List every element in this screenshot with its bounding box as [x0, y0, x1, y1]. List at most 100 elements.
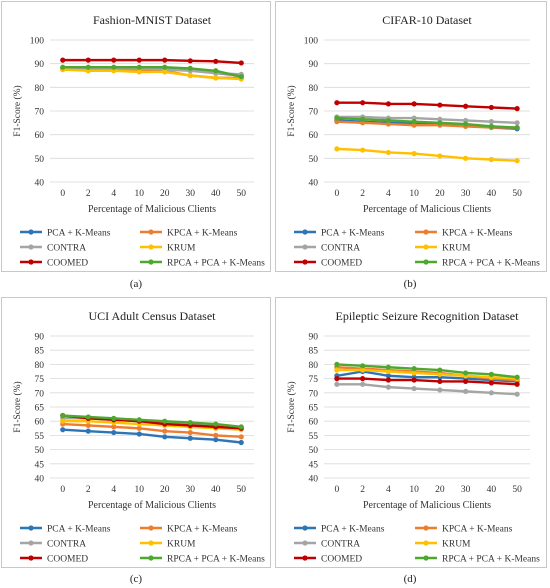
legend-marker-rpca-pca-k-means [423, 259, 429, 265]
legend-label-pca-k-means: PCA + K-Means [321, 525, 385, 535]
data-point-coomed [463, 378, 469, 385]
data-point-pca-k-means [187, 435, 193, 441]
y-tick-label: 60 [309, 131, 319, 141]
data-point-rpca-pca-k-means [437, 367, 443, 373]
y-tick-label: 80 [35, 84, 45, 94]
data-point-rpca-pca-k-means [514, 124, 520, 131]
legend-label-contra: CONTRA [321, 540, 360, 550]
x-tick-label: 0 [335, 189, 340, 199]
legend-marker-krum [423, 540, 429, 546]
series-line-rpca-pca-k-means [335, 116, 519, 129]
y-tick-label: 70 [309, 389, 319, 399]
data-point-pca-k-means [136, 431, 142, 437]
data-point-coomed [85, 57, 91, 63]
legend-marker-contra [302, 540, 308, 546]
data-point-rpca-pca-k-means [213, 421, 219, 427]
caption-c: (c) [129, 573, 143, 585]
y-tick-label: 40 [309, 475, 319, 485]
series-line-contra [335, 115, 519, 125]
legend-label-krum: KRUM [167, 244, 196, 254]
chart-title: Fashion-MNIST Dataset [93, 13, 212, 27]
x-tick-label: 20 [160, 485, 170, 495]
y-tick-label: 40 [35, 475, 45, 485]
data-point-pca-k-means [238, 439, 244, 446]
data-point-rpca-pca-k-means [85, 414, 91, 420]
data-point-contra [488, 390, 494, 396]
series-line-pca-k-means [335, 370, 519, 383]
y-tick-label: 60 [309, 418, 319, 428]
data-point-rpca-pca-k-means [463, 121, 469, 127]
data-point-coomed [437, 378, 443, 385]
series-line-coomed [335, 377, 519, 386]
y-tick-label: 50 [35, 155, 45, 165]
data-point-krum [385, 368, 391, 375]
legend-marker-krum [423, 244, 429, 250]
data-point-rpca-pca-k-means [238, 424, 244, 430]
legend-label-coomed: COOMED [321, 555, 362, 565]
x-tick-label: 30 [186, 485, 196, 495]
legend-label-rpca-pca-k-means: RPCA + PCA + K-Means [167, 259, 265, 269]
y-tick-label: 60 [35, 418, 45, 428]
legend-marker-krum [148, 244, 154, 250]
x-tick-label: 30 [461, 485, 471, 495]
legend-marker-kpca-k-means [423, 229, 429, 235]
y-tick-label: 70 [35, 389, 45, 399]
legend-marker-rpca-pca-k-means [148, 555, 154, 561]
data-point-rpca-pca-k-means [514, 374, 520, 380]
series-line-coomed [61, 58, 243, 65]
y-tick-label: 65 [35, 404, 45, 414]
data-point-krum [60, 418, 66, 424]
data-point-rpca-pca-k-means [187, 420, 193, 426]
x-tick-label: 10 [409, 485, 419, 495]
data-point-krum [162, 69, 168, 75]
data-point-rpca-pca-k-means [60, 412, 66, 419]
y-tick-label: 80 [35, 361, 45, 371]
legend-label-kpca-k-means: KPCA + K-Means [167, 525, 238, 535]
data-point-krum [463, 155, 469, 161]
data-point-rpca-pca-k-means [334, 115, 340, 121]
chart-svg-d: Epileptic Seizure Recognition Dataset404… [286, 309, 540, 565]
x-tick-label: 40 [211, 189, 221, 199]
legend-label-kpca-k-means: KPCA + K-Means [167, 229, 238, 239]
legend-label-krum: KRUM [442, 244, 471, 254]
data-point-rpca-pca-k-means [488, 371, 494, 377]
data-point-coomed [213, 58, 219, 64]
data-point-rpca-pca-k-means [238, 74, 244, 80]
data-point-krum [385, 149, 391, 156]
data-point-coomed [187, 58, 193, 64]
data-point-coomed [514, 381, 520, 387]
data-point-coomed [334, 376, 340, 382]
series-line-krum [335, 147, 519, 162]
x-tick-label: 2 [360, 485, 365, 495]
legend-marker-kpca-k-means [423, 525, 429, 531]
data-point-coomed [238, 60, 244, 66]
data-point-pca-k-means [111, 429, 117, 436]
y-tick-label: 60 [35, 131, 45, 141]
data-point-krum [213, 75, 219, 81]
series-line-rpca-pca-k-means [61, 414, 243, 429]
data-point-coomed [334, 100, 340, 106]
x-tick-label: 50 [512, 485, 522, 495]
data-point-coomed [385, 377, 391, 383]
x-tick-label: 2 [86, 485, 91, 495]
y-tick-label: 100 [304, 37, 319, 47]
y-tick-label: 80 [309, 361, 319, 371]
data-point-krum [411, 370, 417, 376]
data-point-krum [187, 72, 193, 79]
data-point-coomed [463, 103, 469, 109]
legend-marker-kpca-k-means [148, 525, 154, 531]
y-tick-label: 40 [309, 179, 319, 189]
data-point-kpca-k-means [187, 429, 193, 436]
x-axis-label: Percentage of Malicious Clients [88, 204, 216, 215]
legend-label-pca-k-means: PCA + K-Means [47, 525, 111, 535]
legend-marker-contra [28, 540, 34, 546]
legend-label-coomed: COOMED [47, 555, 88, 565]
series-line-contra [335, 383, 519, 396]
legend-marker-coomed [302, 259, 308, 265]
y-tick-label: 65 [309, 404, 319, 414]
legend-marker-pca-k-means [302, 229, 308, 235]
y-axis-label: F1-Score (%) [286, 381, 297, 432]
y-tick-label: 85 [35, 347, 45, 357]
y-tick-label: 90 [309, 60, 319, 70]
x-tick-label: 50 [237, 189, 247, 199]
